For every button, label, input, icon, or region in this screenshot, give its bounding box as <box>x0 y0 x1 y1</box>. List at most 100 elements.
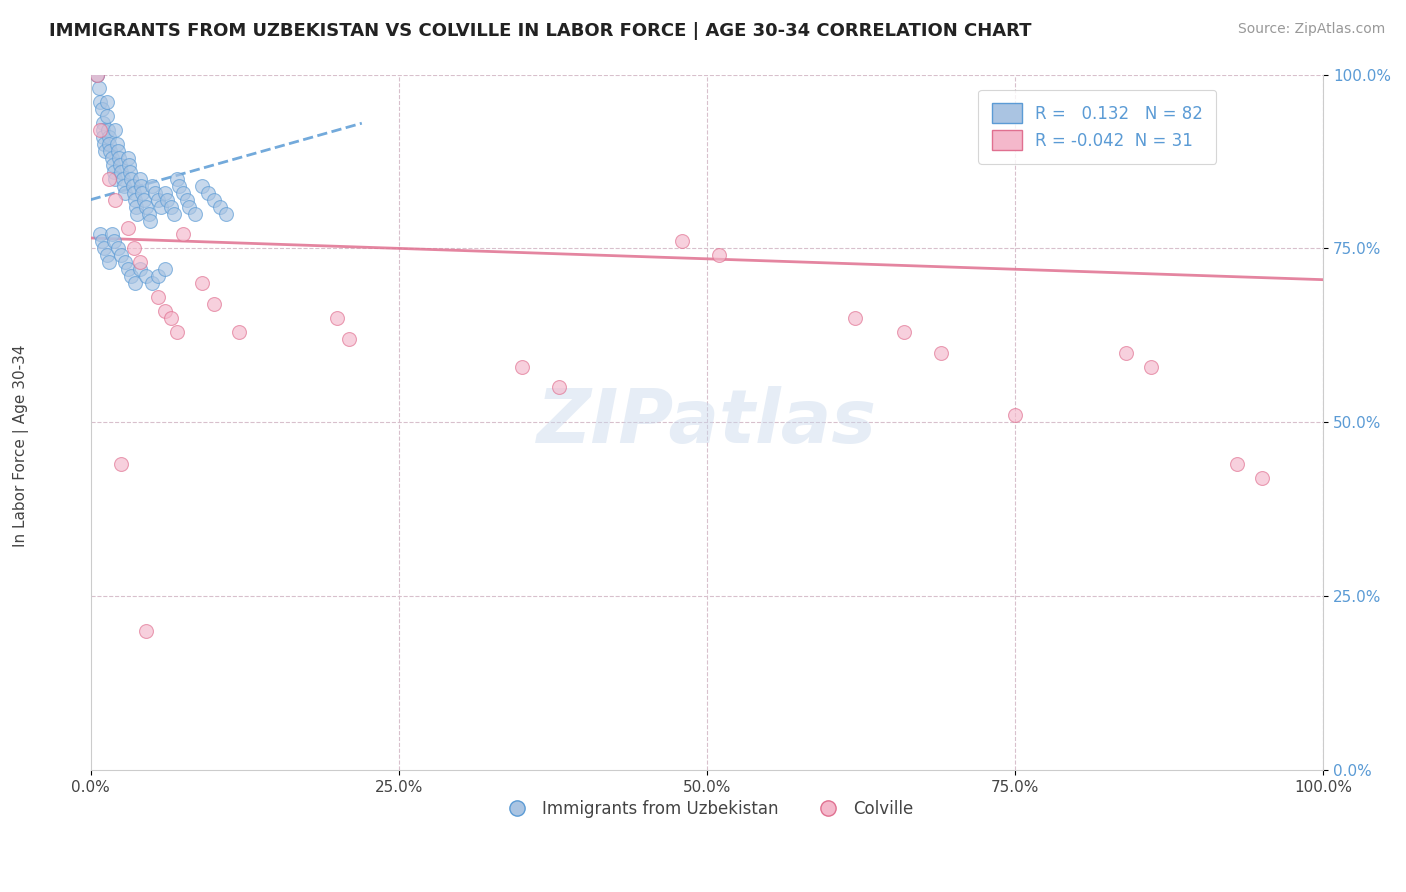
Point <box>104 193 127 207</box>
Point <box>103 165 125 179</box>
Point <box>98 144 121 158</box>
Point <box>1139 359 1161 374</box>
Point <box>148 193 170 207</box>
Point <box>117 151 139 165</box>
Legend: Immigrants from Uzbekistan, Colville: Immigrants from Uzbekistan, Colville <box>494 793 921 824</box>
Point <box>135 200 157 214</box>
Point <box>105 137 128 152</box>
Text: Source: ZipAtlas.com: Source: ZipAtlas.com <box>1237 22 1385 37</box>
Point <box>179 200 201 214</box>
Point <box>228 325 250 339</box>
Point <box>91 123 114 137</box>
Point <box>124 193 146 207</box>
Point <box>129 171 152 186</box>
Point <box>89 227 111 242</box>
Point <box>202 193 225 207</box>
Point <box>129 262 152 277</box>
Point <box>190 276 212 290</box>
Point <box>86 68 108 82</box>
Point <box>709 248 731 262</box>
Point <box>1115 345 1137 359</box>
Point <box>96 109 118 123</box>
Point <box>89 123 111 137</box>
Point <box>129 178 152 193</box>
Point <box>131 186 153 200</box>
Point <box>108 158 131 172</box>
Point <box>93 241 115 255</box>
Point <box>89 81 111 95</box>
Point <box>122 186 145 200</box>
Point <box>86 68 108 82</box>
Point <box>107 144 129 158</box>
Point <box>114 255 136 269</box>
Text: ZIPatlas: ZIPatlas <box>537 385 877 458</box>
Point <box>153 262 176 277</box>
Point <box>104 123 127 137</box>
Point <box>153 186 176 200</box>
Point <box>141 276 163 290</box>
Point <box>108 151 131 165</box>
Point <box>139 213 162 227</box>
Point <box>100 227 122 242</box>
Point <box>159 200 181 214</box>
Point <box>96 248 118 262</box>
Point <box>89 95 111 110</box>
Point <box>98 171 121 186</box>
Point <box>98 130 121 145</box>
Point <box>143 186 166 200</box>
Point <box>107 241 129 255</box>
Point <box>98 137 121 152</box>
Point <box>166 325 188 339</box>
Point <box>96 95 118 110</box>
Point <box>112 178 135 193</box>
Point <box>118 158 141 172</box>
Point <box>1004 409 1026 423</box>
Point <box>120 165 142 179</box>
Point <box>138 206 160 220</box>
Point <box>104 171 127 186</box>
Point <box>124 276 146 290</box>
Point <box>176 193 198 207</box>
Point <box>135 624 157 638</box>
Point <box>184 206 207 220</box>
Point <box>326 310 349 325</box>
Point <box>90 235 112 249</box>
Point <box>100 151 122 165</box>
Point <box>86 68 108 82</box>
Text: IMMIGRANTS FROM UZBEKISTAN VS COLVILLE IN LABOR FORCE | AGE 30-34 CORRELATION CH: IMMIGRANTS FROM UZBEKISTAN VS COLVILLE I… <box>49 22 1032 40</box>
Text: In Labor Force | Age 30-34: In Labor Force | Age 30-34 <box>13 344 30 548</box>
Point <box>141 178 163 193</box>
Point <box>111 171 134 186</box>
Point <box>103 235 125 249</box>
Point <box>172 227 194 242</box>
Point <box>117 262 139 277</box>
Point <box>101 158 124 172</box>
Point <box>132 193 155 207</box>
Point <box>114 186 136 200</box>
Point <box>159 310 181 325</box>
Point <box>110 165 132 179</box>
Point <box>110 248 132 262</box>
Point <box>135 269 157 284</box>
Point <box>122 241 145 255</box>
Point <box>172 186 194 200</box>
Point <box>197 186 219 200</box>
Point <box>169 178 191 193</box>
Point <box>148 269 170 284</box>
Point <box>339 332 361 346</box>
Point <box>110 457 132 471</box>
Point <box>149 200 172 214</box>
Point <box>166 171 188 186</box>
Point <box>156 193 179 207</box>
Point <box>93 137 115 152</box>
Point <box>209 200 232 214</box>
Point <box>127 206 149 220</box>
Point <box>163 206 186 220</box>
Point <box>120 171 142 186</box>
Point <box>120 269 142 284</box>
Point <box>129 255 152 269</box>
Point <box>510 359 533 374</box>
Point <box>671 235 693 249</box>
Point <box>94 144 117 158</box>
Point <box>97 123 120 137</box>
